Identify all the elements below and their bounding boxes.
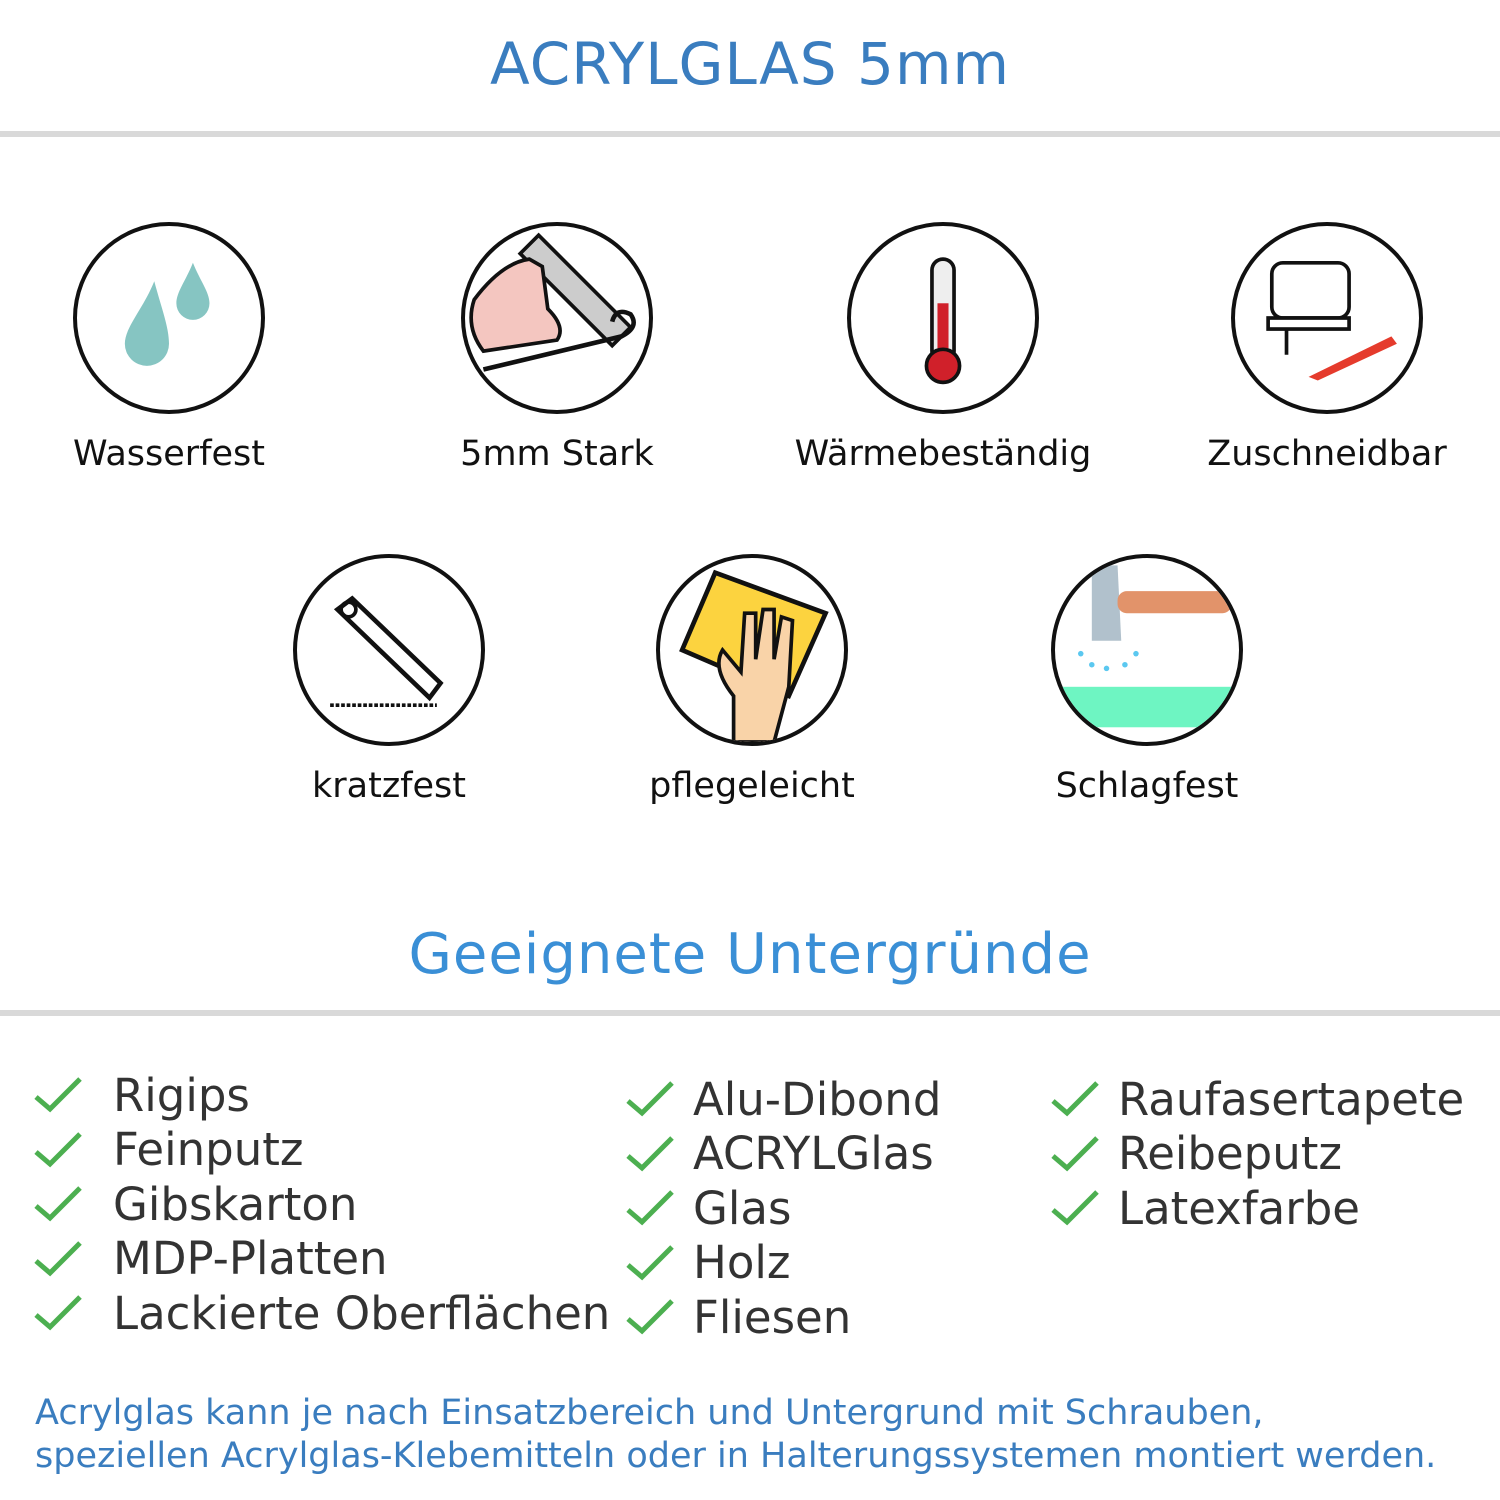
surface-label: Fliesen [693,1290,852,1344]
surface-label: Holz [693,1236,791,1290]
feature-label: kratzfest [311,766,466,806]
surface-item: MDP-Platten [33,1232,610,1287]
surface-item: Raufasertapete [1050,1072,1464,1127]
surface-item: ACRYLGlas [625,1127,941,1182]
footer-line-2: speziellen Acrylglas-Klebemitteln oder i… [35,1436,1437,1476]
surface-item: Feinputz [33,1123,610,1178]
surface-item: Rigips [33,1068,610,1123]
divider [0,131,1500,137]
surfaces-column-3: Raufasertapete Reibeputz Latexfarbe [1050,1072,1464,1236]
surface-label: Alu-Dibond [693,1072,942,1126]
checkmark-icon [34,1295,82,1331]
water-drops-icon [73,222,265,414]
surface-item: Gibskarton [33,1177,610,1232]
feature-label: Wärmebeständig [794,434,1092,474]
feature-zuschneidbar: Zuschneidbar [1167,222,1487,474]
surfaces-column-2: Alu-Dibond ACRYLGlas Glas Holz Fliesen [625,1072,941,1345]
surface-label: MDP-Platten [113,1232,388,1286]
surface-label: Feinputz [113,1123,304,1177]
jigsaw-icon [1231,222,1423,414]
surface-item: Lackierte Oberflächen [33,1286,610,1341]
surface-item: Latexfarbe [1050,1181,1464,1236]
feature-label: Wasserfest [72,434,266,474]
footer-line-1: Acrylglas kann je nach Einsatzbereich un… [35,1393,1264,1433]
feature-pflegeleicht: pflegeleicht [592,554,912,806]
checkmark-icon [626,1135,674,1172]
feature-5mm-stark: 5mm Stark [397,222,717,474]
hammer-icon [1051,554,1243,746]
thermometer-icon [847,222,1039,414]
surface-label: Rigips [113,1068,250,1122]
checkmark-icon [626,1299,674,1335]
surface-item: Alu-Dibond [625,1072,941,1127]
feature-schlagfest: Schlagfest [987,554,1307,806]
checkmark-icon [626,1190,674,1226]
surface-item: Glas [625,1181,941,1236]
checkmark-icon [34,1240,82,1277]
feature-label: Schlagfest [1055,766,1239,806]
surface-item: Reibeputz [1050,1127,1464,1182]
checkmark-icon [34,1131,82,1168]
checkmark-icon [626,1244,674,1281]
checkmark-icon [1051,1190,1099,1226]
surfaces-column-1: Rigips Feinputz Gibskarton MDP-Platten Lacki… [33,1068,610,1341]
surface-item: Fliesen [625,1290,941,1345]
surfaces-title: Geeignete Untergründe [408,922,1092,987]
checkmark-icon [626,1081,674,1117]
surface-label: Gibskarton [113,1177,358,1231]
checkmark-icon [1051,1081,1099,1117]
checkmark-icon [1051,1135,1099,1172]
cutter-knife-icon [293,554,485,746]
strong-arm-icon [461,222,653,414]
feature-wasserfest: Wasserfest [9,222,329,474]
surface-label: Latexfarbe [1118,1181,1360,1235]
surface-label: Glas [693,1181,792,1235]
surface-label: Reibeputz [1118,1127,1343,1181]
surface-label: Raufasertapete [1118,1072,1465,1126]
surface-item: Holz [625,1236,941,1291]
checkmark-icon [34,1186,82,1222]
feature-label: 5mm Stark [460,434,654,474]
feature-waermebestaendig: Wärmebeständig [783,222,1103,474]
surface-label: ACRYLGlas [693,1127,934,1181]
feature-label: Zuschneidbar [1207,434,1447,474]
page-title: ACRYLGLAS 5mm [490,30,1010,98]
checkmark-icon [34,1077,82,1113]
footer-note: Acrylglas kann je nach Einsatzbereich un… [35,1392,1436,1478]
divider [0,1010,1500,1016]
cleaning-cloth-icon [656,554,848,746]
feature-label: pflegeleicht [649,766,855,806]
surface-label: Lackierte Oberflächen [113,1286,611,1340]
feature-kratzfest: kratzfest [229,554,549,806]
